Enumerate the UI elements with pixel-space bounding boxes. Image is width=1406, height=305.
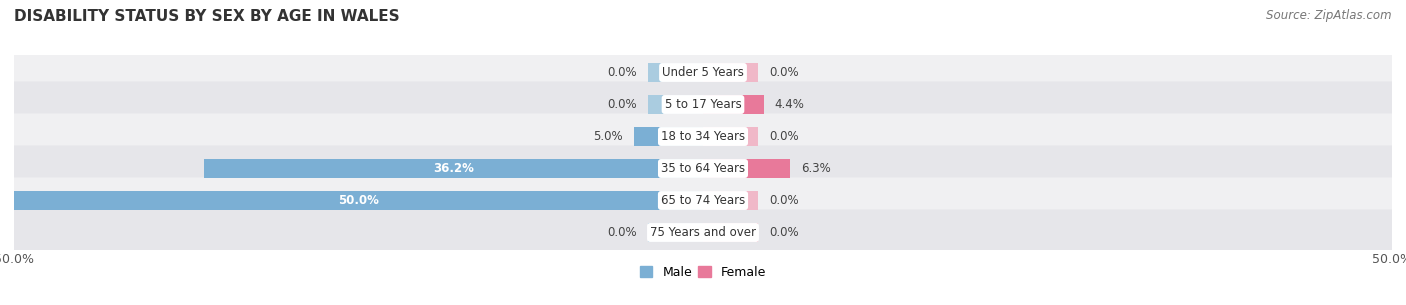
Text: DISABILITY STATUS BY SEX BY AGE IN WALES: DISABILITY STATUS BY SEX BY AGE IN WALES xyxy=(14,9,399,24)
Text: 5.0%: 5.0% xyxy=(593,130,623,143)
Text: 50.0%: 50.0% xyxy=(337,194,380,207)
FancyBboxPatch shape xyxy=(10,145,1396,192)
FancyBboxPatch shape xyxy=(10,81,1396,127)
Bar xyxy=(703,63,758,82)
Text: Under 5 Years: Under 5 Years xyxy=(662,66,744,79)
Text: 0.0%: 0.0% xyxy=(769,194,799,207)
Text: 36.2%: 36.2% xyxy=(433,162,474,175)
Text: 6.3%: 6.3% xyxy=(801,162,831,175)
Text: 0.0%: 0.0% xyxy=(769,226,799,239)
Text: 75 Years and over: 75 Years and over xyxy=(650,226,756,239)
Text: 65 to 74 Years: 65 to 74 Years xyxy=(661,194,745,207)
FancyBboxPatch shape xyxy=(10,178,1396,224)
FancyBboxPatch shape xyxy=(10,210,1396,256)
Text: 0.0%: 0.0% xyxy=(769,66,799,79)
Bar xyxy=(648,223,703,242)
Bar xyxy=(703,159,790,178)
Legend: Male, Female: Male, Female xyxy=(640,266,766,279)
Bar xyxy=(703,191,758,210)
Bar xyxy=(648,63,703,82)
Bar xyxy=(703,95,763,114)
Bar xyxy=(703,127,758,146)
Bar xyxy=(703,223,758,242)
FancyBboxPatch shape xyxy=(10,49,1396,95)
Text: 18 to 34 Years: 18 to 34 Years xyxy=(661,130,745,143)
Text: 4.4%: 4.4% xyxy=(775,98,804,111)
Text: 0.0%: 0.0% xyxy=(769,130,799,143)
FancyBboxPatch shape xyxy=(10,113,1396,160)
Text: 0.0%: 0.0% xyxy=(607,226,637,239)
Text: 0.0%: 0.0% xyxy=(607,98,637,111)
Bar xyxy=(634,127,703,146)
Text: 5 to 17 Years: 5 to 17 Years xyxy=(665,98,741,111)
Text: 0.0%: 0.0% xyxy=(607,66,637,79)
Text: Source: ZipAtlas.com: Source: ZipAtlas.com xyxy=(1267,9,1392,22)
Bar xyxy=(648,95,703,114)
Bar xyxy=(204,159,703,178)
Bar xyxy=(14,191,703,210)
Text: 35 to 64 Years: 35 to 64 Years xyxy=(661,162,745,175)
